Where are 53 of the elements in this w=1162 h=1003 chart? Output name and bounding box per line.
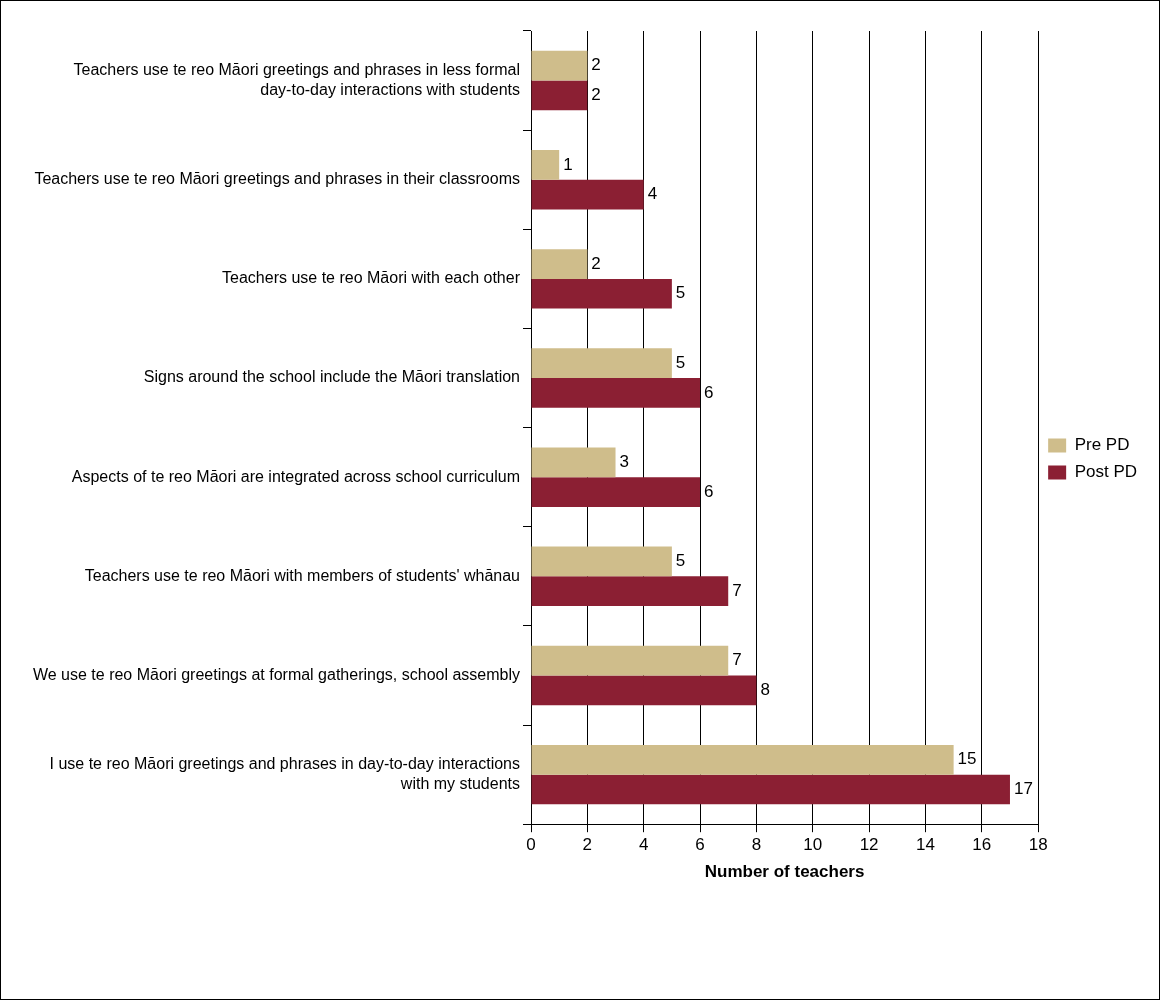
data-label: 15 [957, 749, 977, 769]
data-label: 2 [591, 55, 601, 75]
y-tick-label: Teachers use te reo Māori greetings and phrases in their classrooms [34, 170, 520, 188]
bar [531, 249, 588, 279]
y-tick-label: We use te reo Māori greetings at formal gatherings, school assembly [32, 665, 520, 683]
x-tick-label: 16 [972, 835, 992, 855]
x-tick-label: 0 [526, 835, 536, 855]
data-label: 2 [591, 85, 601, 105]
bar [531, 546, 672, 577]
data-label: 7 [732, 650, 742, 670]
x-tick-label: 10 [803, 835, 823, 855]
data-label: 8 [760, 680, 770, 700]
data-label: 6 [704, 481, 714, 501]
bar [531, 179, 644, 210]
bar [531, 576, 729, 607]
bar [531, 278, 672, 309]
x-tick-label: 2 [582, 835, 593, 855]
y-tick-label: Teachers use te reo Māori with each other [222, 269, 521, 287]
bar [531, 80, 588, 111]
x-tick-label: 4 [638, 835, 649, 855]
data-label: 3 [619, 451, 629, 471]
data-label: 6 [704, 382, 714, 402]
x-tick-label: 12 [859, 835, 879, 855]
bar [531, 348, 672, 379]
x-axis-title: Number of teachers [704, 862, 865, 882]
x-tick-label: 6 [695, 835, 705, 855]
y-tick-label: Teachers use te reo Māori with members of students' whānau [84, 566, 520, 584]
data-label: 5 [675, 283, 686, 303]
legend-label: Pre PD [1074, 435, 1130, 455]
bar [531, 378, 701, 408]
bar [531, 774, 1010, 805]
x-tick-label: 8 [751, 835, 762, 855]
data-label: 1 [563, 154, 573, 174]
data-label: 7 [732, 580, 742, 600]
y-tick-label: Signs around the school include the Māori translation [143, 368, 520, 386]
data-label: 5 [675, 352, 686, 372]
data-label: 2 [591, 253, 601, 273]
y-tick-label: Teachers use te reo Māori greetings and phrases in less formal day-to-day interactions with students [73, 61, 520, 98]
bar [531, 149, 560, 180]
data-label: 5 [675, 551, 686, 571]
y-tick-label: I use te reo Māori greetings and phrases in day-to-day interactions with my students [49, 755, 520, 792]
bar [531, 50, 588, 81]
data-label: 4 [647, 184, 658, 204]
bar [531, 645, 729, 676]
bar [531, 477, 701, 507]
data-label: 17 [1013, 779, 1033, 799]
x-tick-label: 18 [1028, 835, 1048, 855]
x-tick-label: 14 [915, 835, 935, 855]
bar [531, 744, 954, 775]
bar [531, 447, 616, 478]
bar [531, 675, 757, 706]
legend-label: Post PD [1074, 462, 1137, 482]
y-tick-label: Aspects of te reo Māori are integrated across school curriculum [71, 467, 520, 485]
